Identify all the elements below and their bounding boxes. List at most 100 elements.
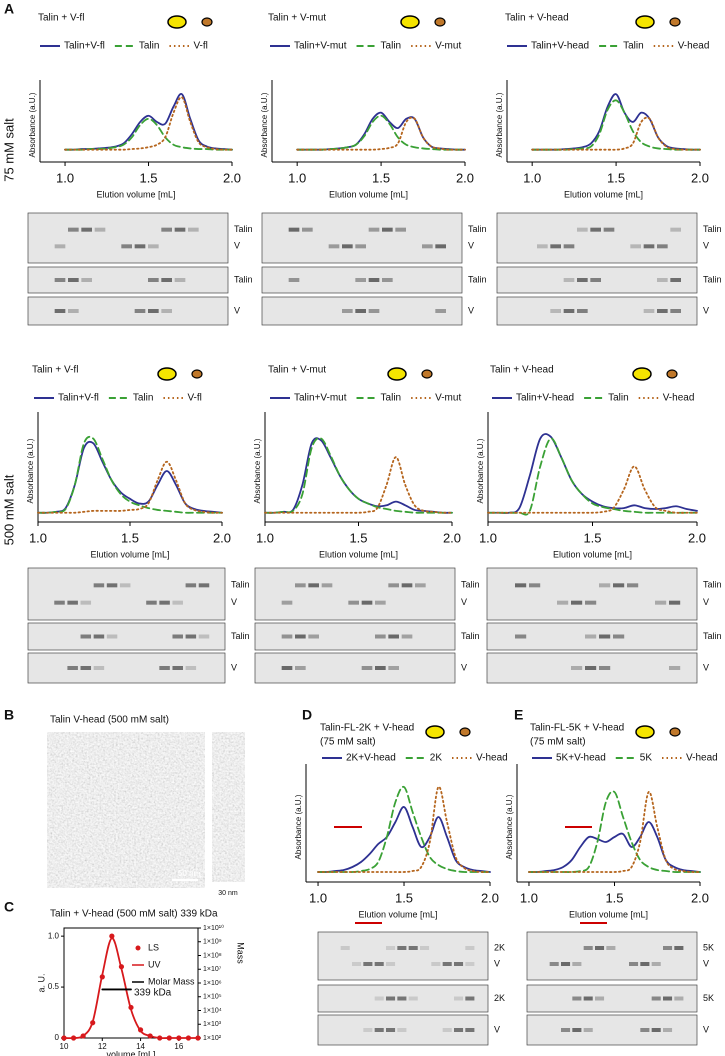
x-tick-label: 2.0 [223, 170, 241, 185]
gel-band [159, 666, 170, 670]
panel-label: D [302, 707, 312, 723]
gel-band [68, 309, 79, 313]
em-title: Talin V-head (500 mM salt) [50, 715, 169, 726]
chart-title: Talin-FL-5K + V-head [530, 723, 624, 734]
gel-label: Talin [703, 631, 722, 641]
gel-band [613, 634, 625, 639]
gel-band [577, 227, 588, 232]
chart-title: Talin + V-fl [32, 365, 78, 376]
gel-band [348, 600, 359, 605]
gel-label: V [468, 241, 474, 251]
legend-label: V-head [678, 41, 710, 52]
y-axis-label: a. U. [36, 973, 46, 992]
gel-label: V [703, 597, 709, 607]
gel-band [583, 996, 593, 1001]
series-line [264, 437, 453, 514]
gel-strip [526, 1014, 698, 1046]
row-label: 75 mM salt [1, 118, 16, 182]
gel-band [585, 666, 597, 670]
gel-band [134, 244, 146, 249]
x-tick-label: 2.0 [213, 530, 231, 545]
gel-band [401, 634, 413, 639]
gel-band [454, 962, 464, 966]
legend-label: Talin [139, 41, 160, 52]
series-line [64, 96, 233, 151]
gel-band [655, 600, 667, 605]
legend-label: Talin [133, 393, 154, 404]
gel-band [161, 309, 172, 313]
x-tick-label: 1.0 [520, 890, 538, 905]
gel-band [663, 1028, 673, 1032]
x-tick-label: 2.0 [688, 530, 706, 545]
gel-band [340, 946, 350, 950]
x-tick-label: 1.5 [583, 530, 601, 545]
gel-label: V [703, 958, 709, 968]
gel-band [295, 666, 306, 670]
gel-band [80, 666, 92, 670]
gel-band [382, 227, 393, 232]
gel-band [599, 666, 611, 670]
icon [421, 369, 433, 379]
chart-title: Talin + V-head [505, 13, 569, 24]
gel-band [627, 583, 639, 588]
gel-band [408, 946, 418, 950]
gel-band [174, 278, 186, 282]
icon [434, 17, 446, 27]
x-axis-label: Elution volume [mL] [90, 549, 169, 559]
x-tick-label: 14 [136, 1042, 145, 1051]
icon [201, 17, 213, 27]
em-image [47, 732, 205, 888]
gel-band [599, 583, 611, 588]
series-line [317, 806, 491, 873]
gel-label: V [231, 662, 237, 672]
gel-band [422, 244, 433, 249]
gel-band [640, 962, 650, 966]
series-line [37, 435, 223, 514]
x-tick-label: 1.0 [29, 530, 47, 545]
x-tick-label: 1.5 [349, 530, 367, 545]
gel-band [561, 1028, 571, 1032]
series-line [487, 465, 698, 514]
gel-strip [261, 212, 463, 264]
gel-band [563, 244, 575, 249]
gel-band [557, 600, 569, 605]
gel-label: Talin [468, 274, 487, 284]
gel-band [375, 634, 386, 639]
series-line [63, 937, 199, 1040]
gel-band [386, 996, 396, 1001]
x-tick-label: 1.5 [605, 890, 623, 905]
gel-label: Talin [231, 580, 250, 590]
gel-band [54, 600, 65, 605]
panel-label: B [4, 707, 14, 723]
gel-label: Talin [234, 224, 253, 234]
x-tick-label: 1.0 [523, 170, 541, 185]
chart-title: Talin-FL-2K + V-head [320, 723, 414, 734]
legend-label: V-head [663, 393, 695, 404]
gel-band [382, 278, 393, 282]
gel-band [454, 996, 464, 1001]
gel-band [401, 583, 413, 588]
gel-band [388, 666, 399, 670]
gel-label: V [231, 597, 237, 607]
gel-band [670, 227, 681, 232]
y-axis-label: Absorbance (a.U.) [260, 92, 269, 157]
gel-strip [27, 567, 226, 621]
gel-band [388, 634, 399, 639]
gel-label: V [461, 662, 467, 672]
legend-label: V-mut [435, 41, 461, 52]
gel-band [590, 227, 601, 232]
gel-band [395, 227, 406, 232]
gel-strip [526, 931, 698, 981]
x-axis-label: Elution volume [mL] [319, 549, 398, 559]
gel-band [121, 244, 132, 249]
series-line [317, 786, 491, 873]
gel-band [515, 634, 527, 639]
gel-band [629, 962, 639, 966]
legend-label: 5K [640, 753, 653, 764]
gel-band [585, 634, 597, 639]
gel-band [435, 309, 446, 313]
gel-band [146, 600, 157, 605]
gel-band [465, 996, 475, 1001]
gel-label: Talin [468, 224, 487, 234]
legend-label: 2K [430, 753, 443, 764]
